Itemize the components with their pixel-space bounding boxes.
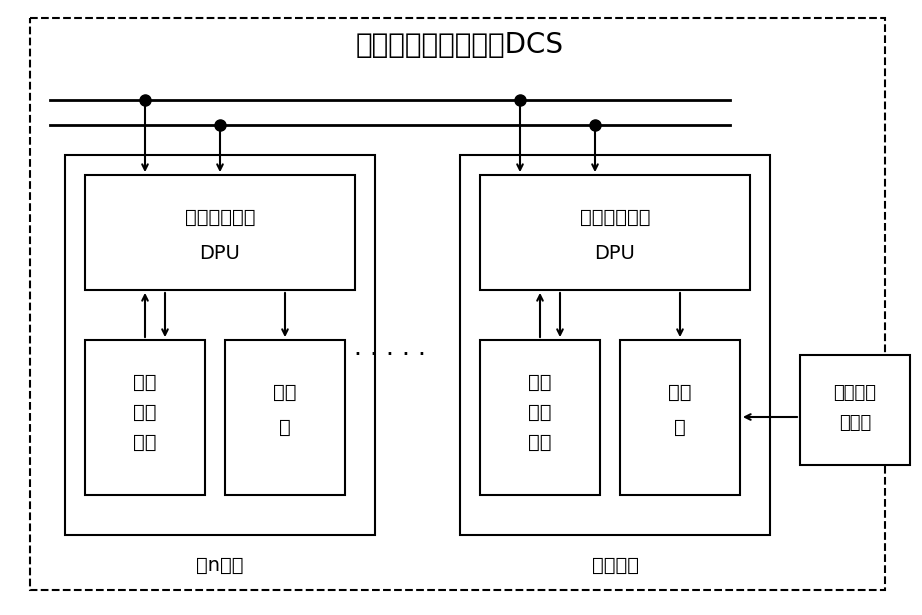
Text: DPU: DPU [595, 244, 635, 263]
Text: 输出: 输出 [134, 402, 157, 421]
Bar [85, 340, 205, 495]
Bar [620, 340, 740, 495]
Bar [480, 340, 600, 495]
Text: 通信: 通信 [273, 383, 297, 402]
Text: 分散处理单元: 分散处理单元 [580, 207, 650, 226]
Text: DPU: DPU [199, 244, 241, 263]
Bar [65, 155, 375, 535]
Text: 输出: 输出 [528, 402, 551, 421]
Text: 模块: 模块 [134, 432, 157, 451]
Text: 计算机: 计算机 [839, 414, 871, 432]
Text: 卡: 卡 [674, 418, 686, 437]
Text: · · · · ·: · · · · · [354, 343, 426, 367]
Text: 模块: 模块 [528, 432, 551, 451]
Text: 输入: 输入 [134, 373, 157, 392]
Text: 卡: 卡 [279, 418, 290, 437]
Text: 第n柜体: 第n柜体 [196, 555, 243, 574]
Text: 分散处理单元: 分散处理单元 [184, 207, 255, 226]
Text: 输入: 输入 [528, 373, 551, 392]
Bar [800, 355, 910, 465]
Text: 工业控制: 工业控制 [833, 384, 877, 402]
Text: 现场分布式控制系统DCS: 现场分布式控制系统DCS [356, 31, 564, 59]
Text: 通信: 通信 [668, 383, 692, 402]
Bar [85, 175, 355, 290]
Bar [225, 340, 345, 495]
Bar [480, 175, 750, 290]
Text: 第一柜体: 第一柜体 [592, 555, 639, 574]
Bar [460, 155, 770, 535]
